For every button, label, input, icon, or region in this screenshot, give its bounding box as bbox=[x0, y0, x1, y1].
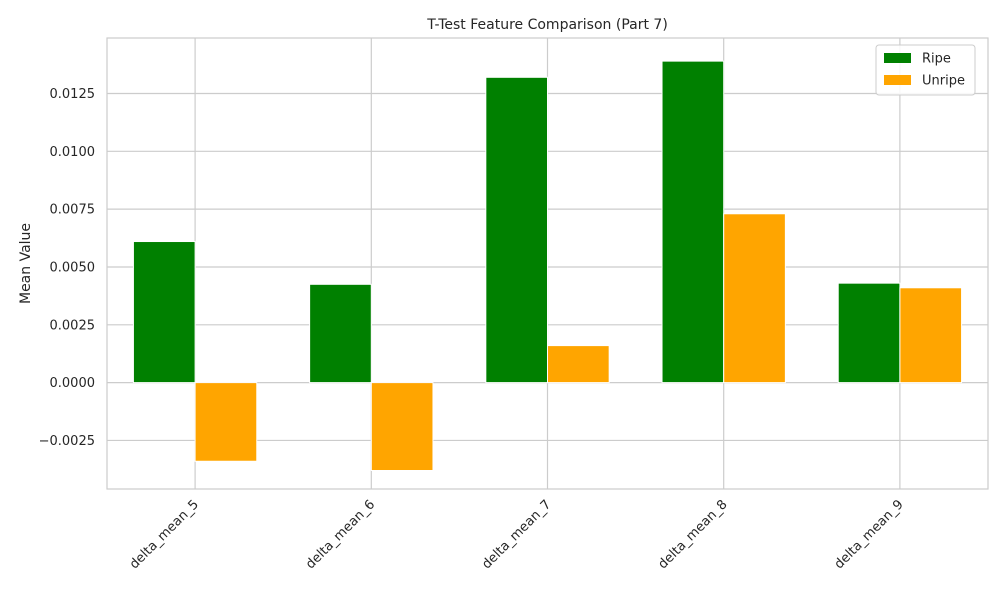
y-tick-label: 0.0125 bbox=[50, 87, 96, 102]
y-tick-labels: −0.0025 0.0000 0.0025 0.0050 0.0075 0.0100 0.0… bbox=[39, 87, 95, 449]
legend-label-ripe: Ripe bbox=[922, 52, 951, 67]
x-tick-label: delta_mean_7 bbox=[479, 497, 554, 572]
bar-ripe-delta_mean_5 bbox=[132, 241, 196, 384]
bar-unripe-delta_mean_7 bbox=[547, 345, 610, 384]
legend-swatch-unripe bbox=[884, 75, 911, 85]
y-axis-title: Mean Value bbox=[18, 223, 34, 304]
y-tick-label: 0.0000 bbox=[50, 376, 96, 391]
y-tick-label: 0.0025 bbox=[50, 318, 96, 333]
bar-unripe-delta_mean_9 bbox=[899, 287, 963, 384]
legend-swatch-ripe bbox=[884, 53, 911, 63]
bar-ripe-delta_mean_8 bbox=[661, 60, 725, 384]
x-tick-label: delta_mean_5 bbox=[127, 497, 202, 572]
legend-label-unripe: Unripe bbox=[922, 74, 965, 89]
y-tick-label: 0.0075 bbox=[50, 203, 96, 218]
bar-ripe-delta_mean_9 bbox=[837, 282, 901, 384]
bar-ripe-delta_mean_6 bbox=[309, 283, 372, 384]
x-tick-labels: delta_mean_5 delta_mean_6 delta_mean_7 delt… bbox=[127, 497, 907, 572]
y-tick-label: 0.0100 bbox=[50, 145, 96, 160]
x-tick-label: delta_mean_9 bbox=[832, 497, 907, 572]
bar-unripe-delta_mean_8 bbox=[723, 213, 786, 384]
legend: Ripe Unripe bbox=[875, 44, 976, 96]
plot-frame bbox=[106, 37, 989, 490]
bars bbox=[132, 60, 963, 471]
x-tick-label: delta_mean_8 bbox=[656, 497, 731, 572]
bar-unripe-delta_mean_5 bbox=[194, 382, 258, 462]
y-tick-label: 0.0050 bbox=[50, 260, 96, 275]
chart-title: T-Test Feature Comparison (Part 7) bbox=[426, 17, 668, 33]
y-tick-label: −0.0025 bbox=[39, 434, 95, 449]
bar-ripe-delta_mean_7 bbox=[485, 76, 548, 384]
x-tick-label: delta_mean_6 bbox=[303, 497, 378, 572]
bar-unripe-delta_mean_6 bbox=[370, 382, 434, 471]
